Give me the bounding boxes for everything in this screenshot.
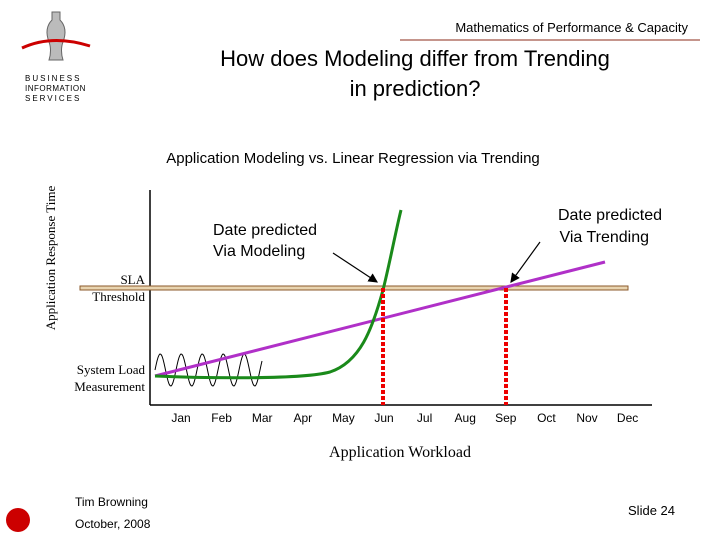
month-label: Feb xyxy=(211,411,232,425)
month-label: Nov xyxy=(576,411,597,425)
load-label: Measurement xyxy=(74,379,145,394)
model-curve xyxy=(154,209,403,380)
month-label: Apr xyxy=(293,411,312,425)
slide-number: Slide 24 xyxy=(628,503,675,518)
trend-line xyxy=(154,260,606,378)
logo-text: BUSINESS xyxy=(25,74,81,83)
month-label: Jul xyxy=(417,411,432,425)
author: Tim Browning xyxy=(75,495,148,509)
logo: BUSINESS INFORMATION SERVICES xyxy=(21,11,91,103)
title: How does Modeling differ from Trending xyxy=(220,46,610,71)
logo-text: SERVICES xyxy=(25,94,81,103)
modeling-label: Via Modeling xyxy=(213,243,305,260)
arrow xyxy=(510,241,541,283)
month-label: Oct xyxy=(537,411,556,425)
sla-label: Threshold xyxy=(92,289,145,304)
month-label: Sep xyxy=(495,411,517,425)
logo-text: INFORMATION xyxy=(25,84,86,93)
month-label: Mar xyxy=(252,411,273,425)
trending-label: Date predicted xyxy=(558,207,662,224)
month-labels: Jan Feb Mar Apr May Jun Jul Aug Sep Oct Nov Dec xyxy=(171,411,638,425)
modeling-label: Date predicted xyxy=(213,222,317,239)
month-label: Dec xyxy=(617,411,638,425)
logo-swoosh xyxy=(21,38,91,50)
month-label: Jun xyxy=(374,411,393,425)
x-label: Application Workload xyxy=(329,444,471,461)
sla-label: SLA xyxy=(120,272,145,287)
month-label: May xyxy=(332,411,355,425)
arrow xyxy=(332,252,379,283)
trending-label: Via Trending xyxy=(559,229,649,246)
sla-line xyxy=(79,285,629,291)
diagram-title: Application Modeling vs. Linear Regressi… xyxy=(166,150,540,167)
y-label: Application Response Time xyxy=(43,186,58,331)
title: in prediction? xyxy=(350,76,481,101)
header: Mathematics of Performance & Capacity xyxy=(455,20,688,35)
logo-bottle xyxy=(46,11,66,61)
month-label: Jan xyxy=(171,411,190,425)
month-label: Aug xyxy=(455,411,476,425)
date: October, 2008 xyxy=(75,517,151,531)
load-label: System Load xyxy=(77,362,146,377)
footer-logo xyxy=(6,508,30,532)
